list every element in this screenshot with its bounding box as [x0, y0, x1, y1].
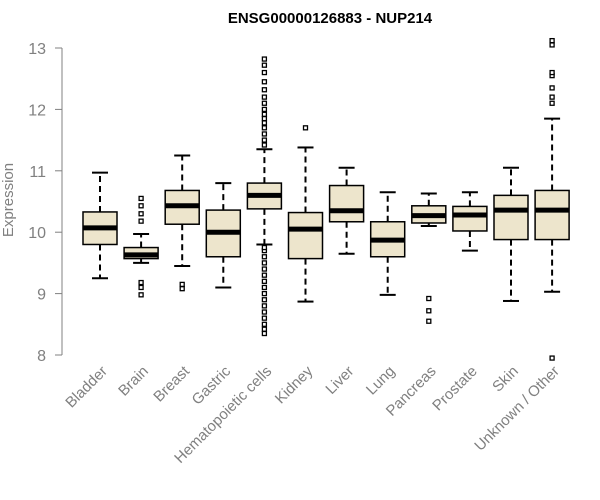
iqr-box: [328, 184, 365, 223]
outlier-point: [261, 303, 268, 309]
outlier-point: [261, 315, 268, 321]
outlier-point: [261, 260, 268, 266]
box-hematopoietic-cells: [246, 56, 283, 337]
outlier-point: [179, 281, 185, 288]
outlier-point: [261, 120, 268, 126]
outlier-point: [549, 85, 555, 91]
outlier-point: [138, 284, 144, 291]
box-unknown-other: [534, 37, 570, 361]
box-prostate: [452, 191, 488, 252]
outlier-point: [549, 42, 555, 48]
outlier-point: [302, 125, 309, 131]
y-tick-label: 11: [29, 164, 46, 181]
outlier-point: [261, 106, 268, 113]
outlier-point: [138, 211, 144, 217]
outlier-point: [261, 115, 268, 122]
outlier-point: [549, 100, 555, 106]
chart-title: ENSG00000126883 - NUP214: [228, 10, 433, 27]
outlier-point: [261, 62, 268, 68]
y-tick-label: 9: [37, 287, 46, 304]
outlier-point: [261, 272, 268, 278]
box-skin: [493, 166, 529, 302]
outlier-point: [261, 79, 268, 85]
outlier-point: [261, 137, 268, 143]
outlier-point: [138, 203, 144, 209]
outlier-point: [261, 266, 268, 272]
outlier-point: [261, 69, 268, 76]
outlier-point: [261, 244, 268, 251]
y-axis-label: Expression: [0, 163, 17, 237]
y-tick-label: 8: [37, 348, 46, 365]
box-brain: [123, 195, 159, 298]
outlier-point: [179, 286, 185, 292]
x-tick-label: Prostate: [429, 363, 481, 415]
outlier-point: [261, 131, 268, 137]
y-tick-label: 13: [28, 41, 46, 58]
outlier-point: [261, 284, 268, 291]
outlier-point: [261, 330, 268, 337]
outlier-point: [549, 355, 555, 361]
outlier-point: [261, 309, 268, 315]
box-pancreas: [411, 192, 447, 324]
box-breast: [164, 154, 200, 292]
outlier-point: [261, 326, 268, 332]
y-axis: 8 9 10 11 12 13: [28, 41, 63, 365]
outlier-point: [426, 295, 432, 302]
outlier-point: [426, 318, 432, 324]
outlier-point: [261, 278, 268, 284]
outlier-point: [261, 94, 268, 100]
outlier-point: [138, 195, 144, 202]
outlier-point: [549, 37, 555, 44]
outlier-point: [261, 297, 268, 303]
outlier-point: [261, 321, 268, 327]
y-tick-label: 12: [28, 102, 46, 119]
iqr-box: [493, 194, 529, 241]
y-tick-label: 10: [28, 225, 46, 242]
box-liver: [328, 166, 365, 255]
iqr-box: [452, 205, 488, 232]
iqr-box: [287, 211, 324, 260]
outlier-point: [261, 290, 268, 297]
box-kidney: [287, 125, 324, 303]
outlier-point: [261, 111, 268, 117]
x-tick-label: Lung: [363, 363, 399, 399]
outlier-point: [549, 94, 555, 100]
outlier-point: [549, 69, 555, 76]
outlier-point: [138, 279, 144, 286]
x-tick-label: Brain: [115, 363, 152, 400]
outlier-point: [426, 308, 432, 314]
outlier-point: [261, 142, 268, 148]
boxes-group: [82, 37, 570, 361]
outlier-point: [261, 87, 268, 93]
x-tick-label: Liver: [322, 363, 357, 398]
outlier-point: [261, 56, 268, 62]
x-tick-label: Breast: [150, 362, 193, 405]
outlier-point: [261, 254, 268, 260]
outlier-point: [138, 292, 144, 298]
box-lung: [369, 191, 406, 296]
x-tick-label: Kidney: [272, 362, 317, 407]
box-gastric: [205, 182, 242, 289]
box-bladder: [82, 171, 118, 280]
iqr-box: [534, 189, 570, 241]
x-tick-label: Skin: [489, 363, 522, 396]
x-tick-label: Bladder: [62, 363, 111, 412]
outlier-point: [261, 100, 268, 106]
outlier-point: [261, 125, 268, 131]
outlier-point: [138, 218, 144, 224]
